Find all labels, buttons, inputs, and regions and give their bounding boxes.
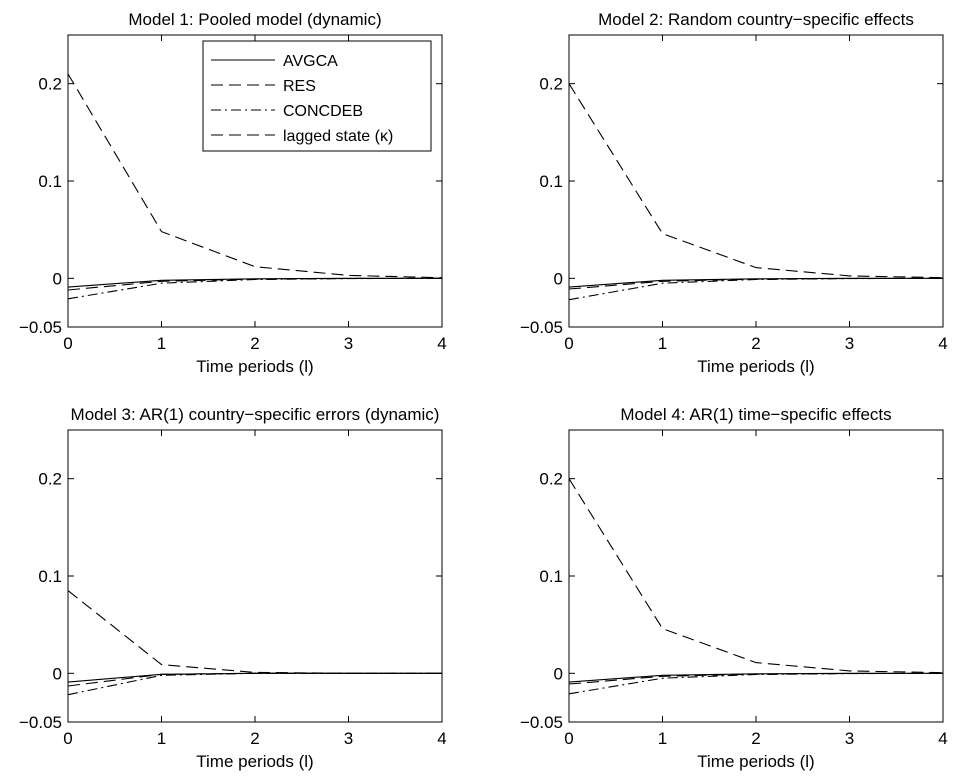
- legend: AVGCA RES CONCDEB lagged state (κ): [202, 40, 432, 152]
- x-axis-label: Time periods (l): [697, 357, 814, 376]
- x-tick-label: 1: [658, 729, 667, 748]
- legend-entry: RES: [283, 78, 316, 95]
- series-line-4: [67, 672, 442, 687]
- chart-title: Model 2: Random country−specific effects: [598, 10, 914, 29]
- y-tick-label: 0.2: [539, 470, 563, 489]
- chart-title: Model 3: AR(1) country−specific errors (…: [71, 405, 440, 424]
- series-line-2: [568, 83, 944, 279]
- y-tick-label: 0: [53, 269, 62, 288]
- x-tick-label: 4: [938, 334, 947, 353]
- x-tick-label: 1: [658, 334, 667, 353]
- x-tick-label: 2: [751, 334, 760, 353]
- x-tick-label: 1: [157, 729, 166, 748]
- y-tick-label: −0.05: [520, 713, 563, 732]
- chart-title: Model 1: Pooled model (dynamic): [128, 10, 381, 29]
- y-tick-label: 0.1: [539, 567, 563, 586]
- x-tick-label: 4: [437, 334, 446, 353]
- x-tick-label: 2: [751, 729, 760, 748]
- series-line-4: [67, 277, 443, 291]
- axes-box: [67, 429, 443, 723]
- y-tick-label: 0: [53, 664, 62, 683]
- y-tick-label: 0.1: [38, 172, 62, 191]
- x-tick-label: 1: [157, 334, 166, 353]
- y-tick-label: 0.1: [539, 172, 563, 191]
- legend-box: [202, 40, 432, 152]
- series-line-4: [568, 672, 944, 685]
- y-tick-label: −0.05: [19, 713, 62, 732]
- y-tick-label: 0.2: [539, 75, 563, 94]
- x-tick-label: 0: [564, 729, 573, 748]
- x-axis-label: Time periods (l): [196, 752, 313, 771]
- x-axis-label: Time periods (l): [697, 752, 814, 771]
- series-line-2: [568, 478, 944, 674]
- legend-entry: CONCDEB: [283, 103, 363, 120]
- x-tick-label: 0: [564, 334, 573, 353]
- x-tick-label: 3: [344, 729, 353, 748]
- y-tick-label: 0: [554, 269, 563, 288]
- chart-title: Model 4: AR(1) time−specific effects: [620, 405, 891, 424]
- series-line-4: [568, 277, 944, 290]
- x-tick-label: 0: [63, 729, 72, 748]
- legend-entry: lagged state (κ): [283, 128, 393, 145]
- x-tick-label: 2: [250, 729, 259, 748]
- x-tick-label: 4: [938, 729, 947, 748]
- y-tick-label: −0.05: [19, 318, 62, 337]
- y-tick-label: 0.2: [38, 75, 62, 94]
- y-tick-label: 0.1: [38, 567, 62, 586]
- legend-entry: AVGCA: [283, 53, 338, 70]
- x-tick-label: 3: [344, 334, 353, 353]
- y-tick-label: 0: [554, 664, 563, 683]
- panel-2: Model 2: Random country−specific effects…: [520, 10, 948, 376]
- x-tick-label: 0: [63, 334, 72, 353]
- panels: Model 1: Pooled model (dynamic) 0 1 2 3 4 −0.0…: [19, 10, 948, 771]
- x-tick-label: 3: [845, 729, 854, 748]
- y-tick-label: −0.05: [520, 318, 563, 337]
- x-tick-label: 2: [250, 334, 259, 353]
- x-axis-label: Time periods (l): [196, 357, 313, 376]
- x-tick-label: 4: [437, 729, 446, 748]
- x-tick-label: 3: [845, 334, 854, 353]
- y-tick-label: 0.2: [38, 470, 62, 489]
- panel-1: Model 1: Pooled model (dynamic) 0 1 2 3 4 −0.0…: [19, 10, 447, 376]
- panel-3: Model 3: AR(1) country−specific errors (…: [19, 405, 447, 771]
- series-line-2: [67, 590, 442, 674]
- panel-4: Model 4: AR(1) time−specific effects 0 1 2 3…: [520, 405, 948, 771]
